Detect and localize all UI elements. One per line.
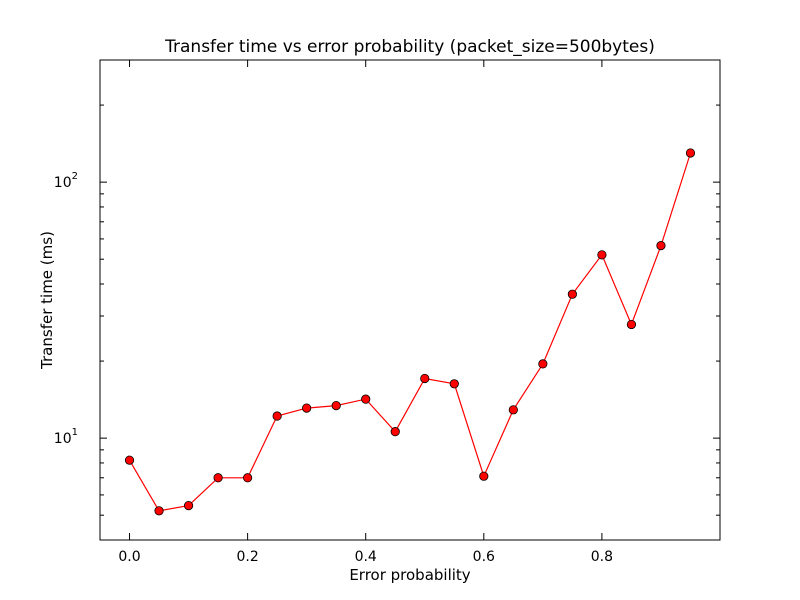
series-line (128, 152, 692, 512)
y-tick-label: 102 (54, 171, 78, 191)
y-tick-label-exponent: 1 (72, 427, 78, 438)
x-tick-label: 0.2 (236, 549, 258, 565)
data-point (449, 379, 459, 389)
data-point (302, 403, 312, 413)
data-point (538, 359, 548, 369)
data-point (479, 471, 489, 481)
y-axis-label: Transfer time (ms) (38, 231, 56, 370)
plot-frame (99, 59, 721, 541)
data-point (183, 501, 194, 511)
x-tick-label: 0.0 (118, 549, 140, 565)
x-tick-label: 0.8 (591, 549, 613, 565)
x-tick-label: 0.4 (355, 549, 377, 565)
data-point (361, 394, 371, 404)
x-tick-label: 0.6 (473, 549, 495, 565)
data-point (124, 455, 135, 465)
y-tick-label-base: 10 (54, 175, 72, 191)
data-point (243, 473, 253, 483)
data-point (685, 148, 696, 158)
data-point (420, 373, 430, 384)
data-point (331, 400, 341, 411)
data-point (597, 250, 607, 260)
x-axis-label: Error probability (349, 566, 470, 584)
y-tick-label-exponent: 2 (72, 171, 78, 182)
y-tick-label: 101 (54, 427, 78, 447)
data-point (626, 319, 637, 330)
data-point (567, 289, 577, 299)
data-point (154, 506, 164, 516)
data-point (508, 405, 518, 415)
data-point (272, 411, 282, 421)
chart-title: Transfer time vs error probability (pack… (164, 37, 655, 57)
data-point (213, 473, 223, 483)
y-tick-label-base: 10 (54, 431, 72, 447)
data-point (390, 427, 400, 437)
data-point (656, 241, 666, 251)
